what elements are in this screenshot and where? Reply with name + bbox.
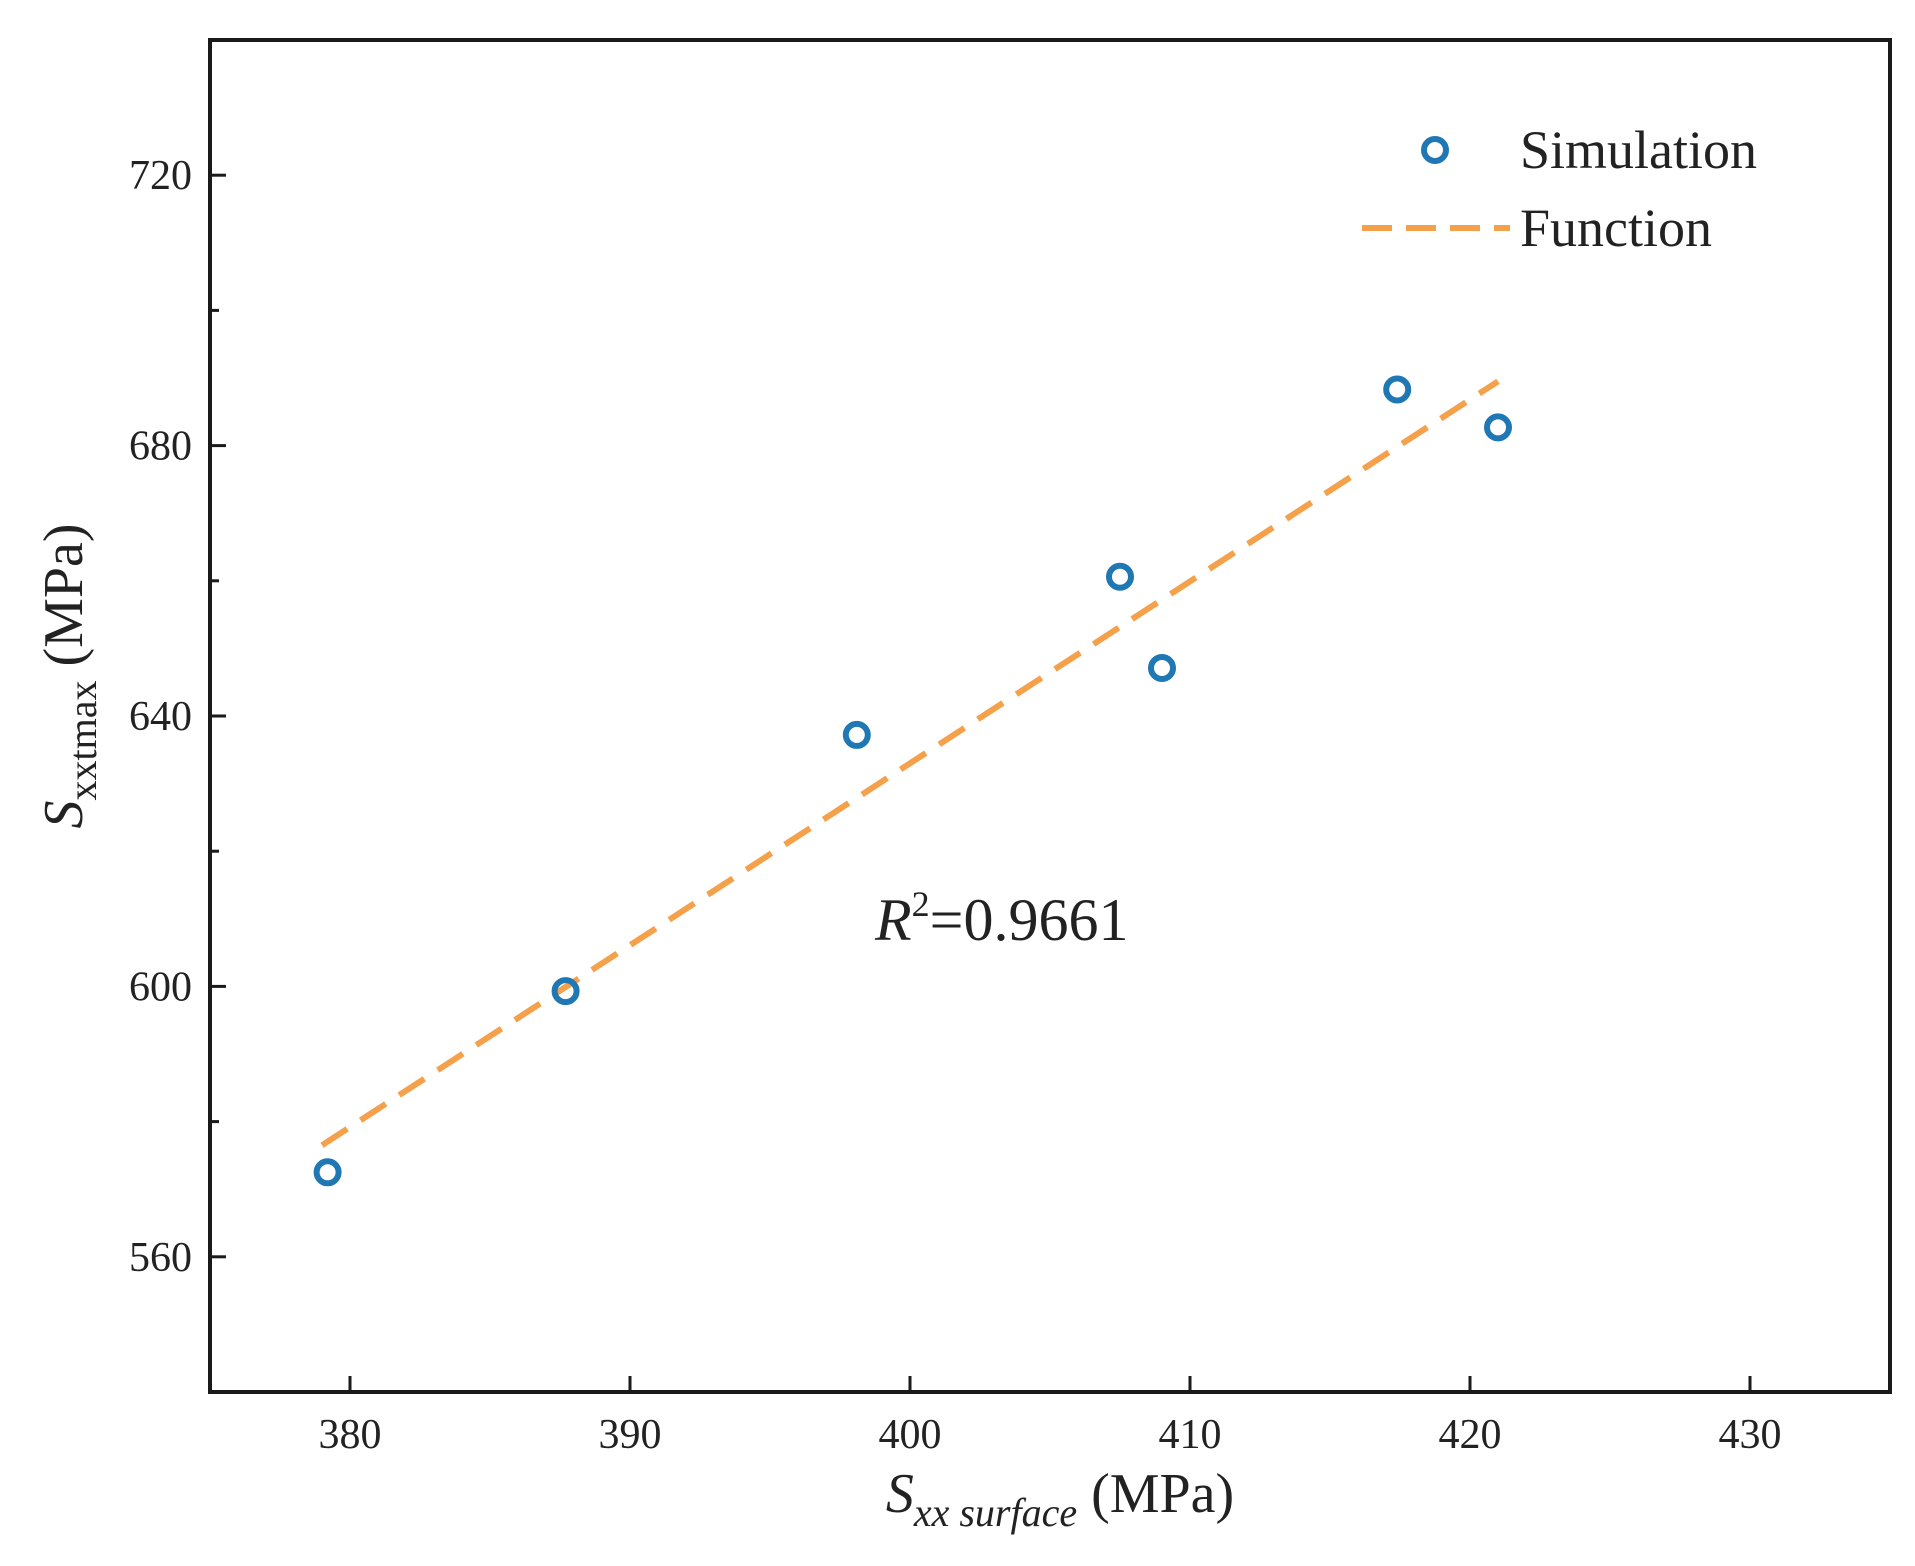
x-tick-label: 390 <box>599 1412 662 1458</box>
data-point <box>1106 562 1134 591</box>
data-point <box>1383 375 1412 404</box>
legend: Simulation Function <box>1362 120 1757 258</box>
x-axis-subscript: xx surface <box>913 1490 1077 1535</box>
r-squared-superscript: 2 <box>912 884 930 924</box>
data-point <box>1148 654 1176 683</box>
x-tick-label: 410 <box>1159 1412 1222 1458</box>
x-tick-label: 380 <box>319 1412 382 1458</box>
y-tick-label: 640 <box>129 694 192 740</box>
data-point <box>1484 413 1512 442</box>
plot-frame <box>208 38 1892 1394</box>
legend-label-function: Function <box>1520 198 1712 258</box>
r-squared-symbol: R <box>874 887 912 953</box>
x-tick-labels: 380 390 400 410 420 430 <box>319 1412 1782 1458</box>
y-tick-label: 720 <box>129 153 192 199</box>
x-tick-label: 430 <box>1719 1412 1782 1458</box>
data-point <box>551 977 580 1006</box>
x-tick-label: 400 <box>879 1412 942 1458</box>
axis-ticks <box>210 173 1752 1392</box>
x-axis-title: Sxx surface (MPa) <box>886 1463 1234 1535</box>
legend-label-simulation: Simulation <box>1520 120 1757 180</box>
x-axis-unit: (MPa) <box>1077 1463 1234 1525</box>
y-axis-subscript: xxtmax <box>60 681 105 801</box>
r-squared-annotation: R2=0.9661 <box>874 884 1129 953</box>
y-tick-label: 680 <box>129 424 192 470</box>
r-squared-value: =0.9661 <box>930 887 1129 953</box>
y-tick-label: 560 <box>129 1235 192 1281</box>
data-point <box>313 1158 342 1187</box>
x-tick-label: 420 <box>1439 1412 1502 1458</box>
fit-line <box>320 378 1500 1148</box>
y-axis-symbol: S <box>33 801 95 829</box>
data-point <box>842 720 871 749</box>
fit-line-layer <box>320 378 1500 1148</box>
scatter-points-layer <box>313 375 1512 1187</box>
y-tick-labels: 560 600 640 680 720 <box>129 153 192 1281</box>
y-tick-label: 600 <box>129 964 192 1010</box>
legend-marker-simulation <box>1421 136 1449 164</box>
y-axis-title: Sxxtmax (MPa) <box>33 523 105 828</box>
y-axis-unit: (MPa) <box>33 523 95 680</box>
x-axis-symbol: S <box>886 1463 914 1525</box>
